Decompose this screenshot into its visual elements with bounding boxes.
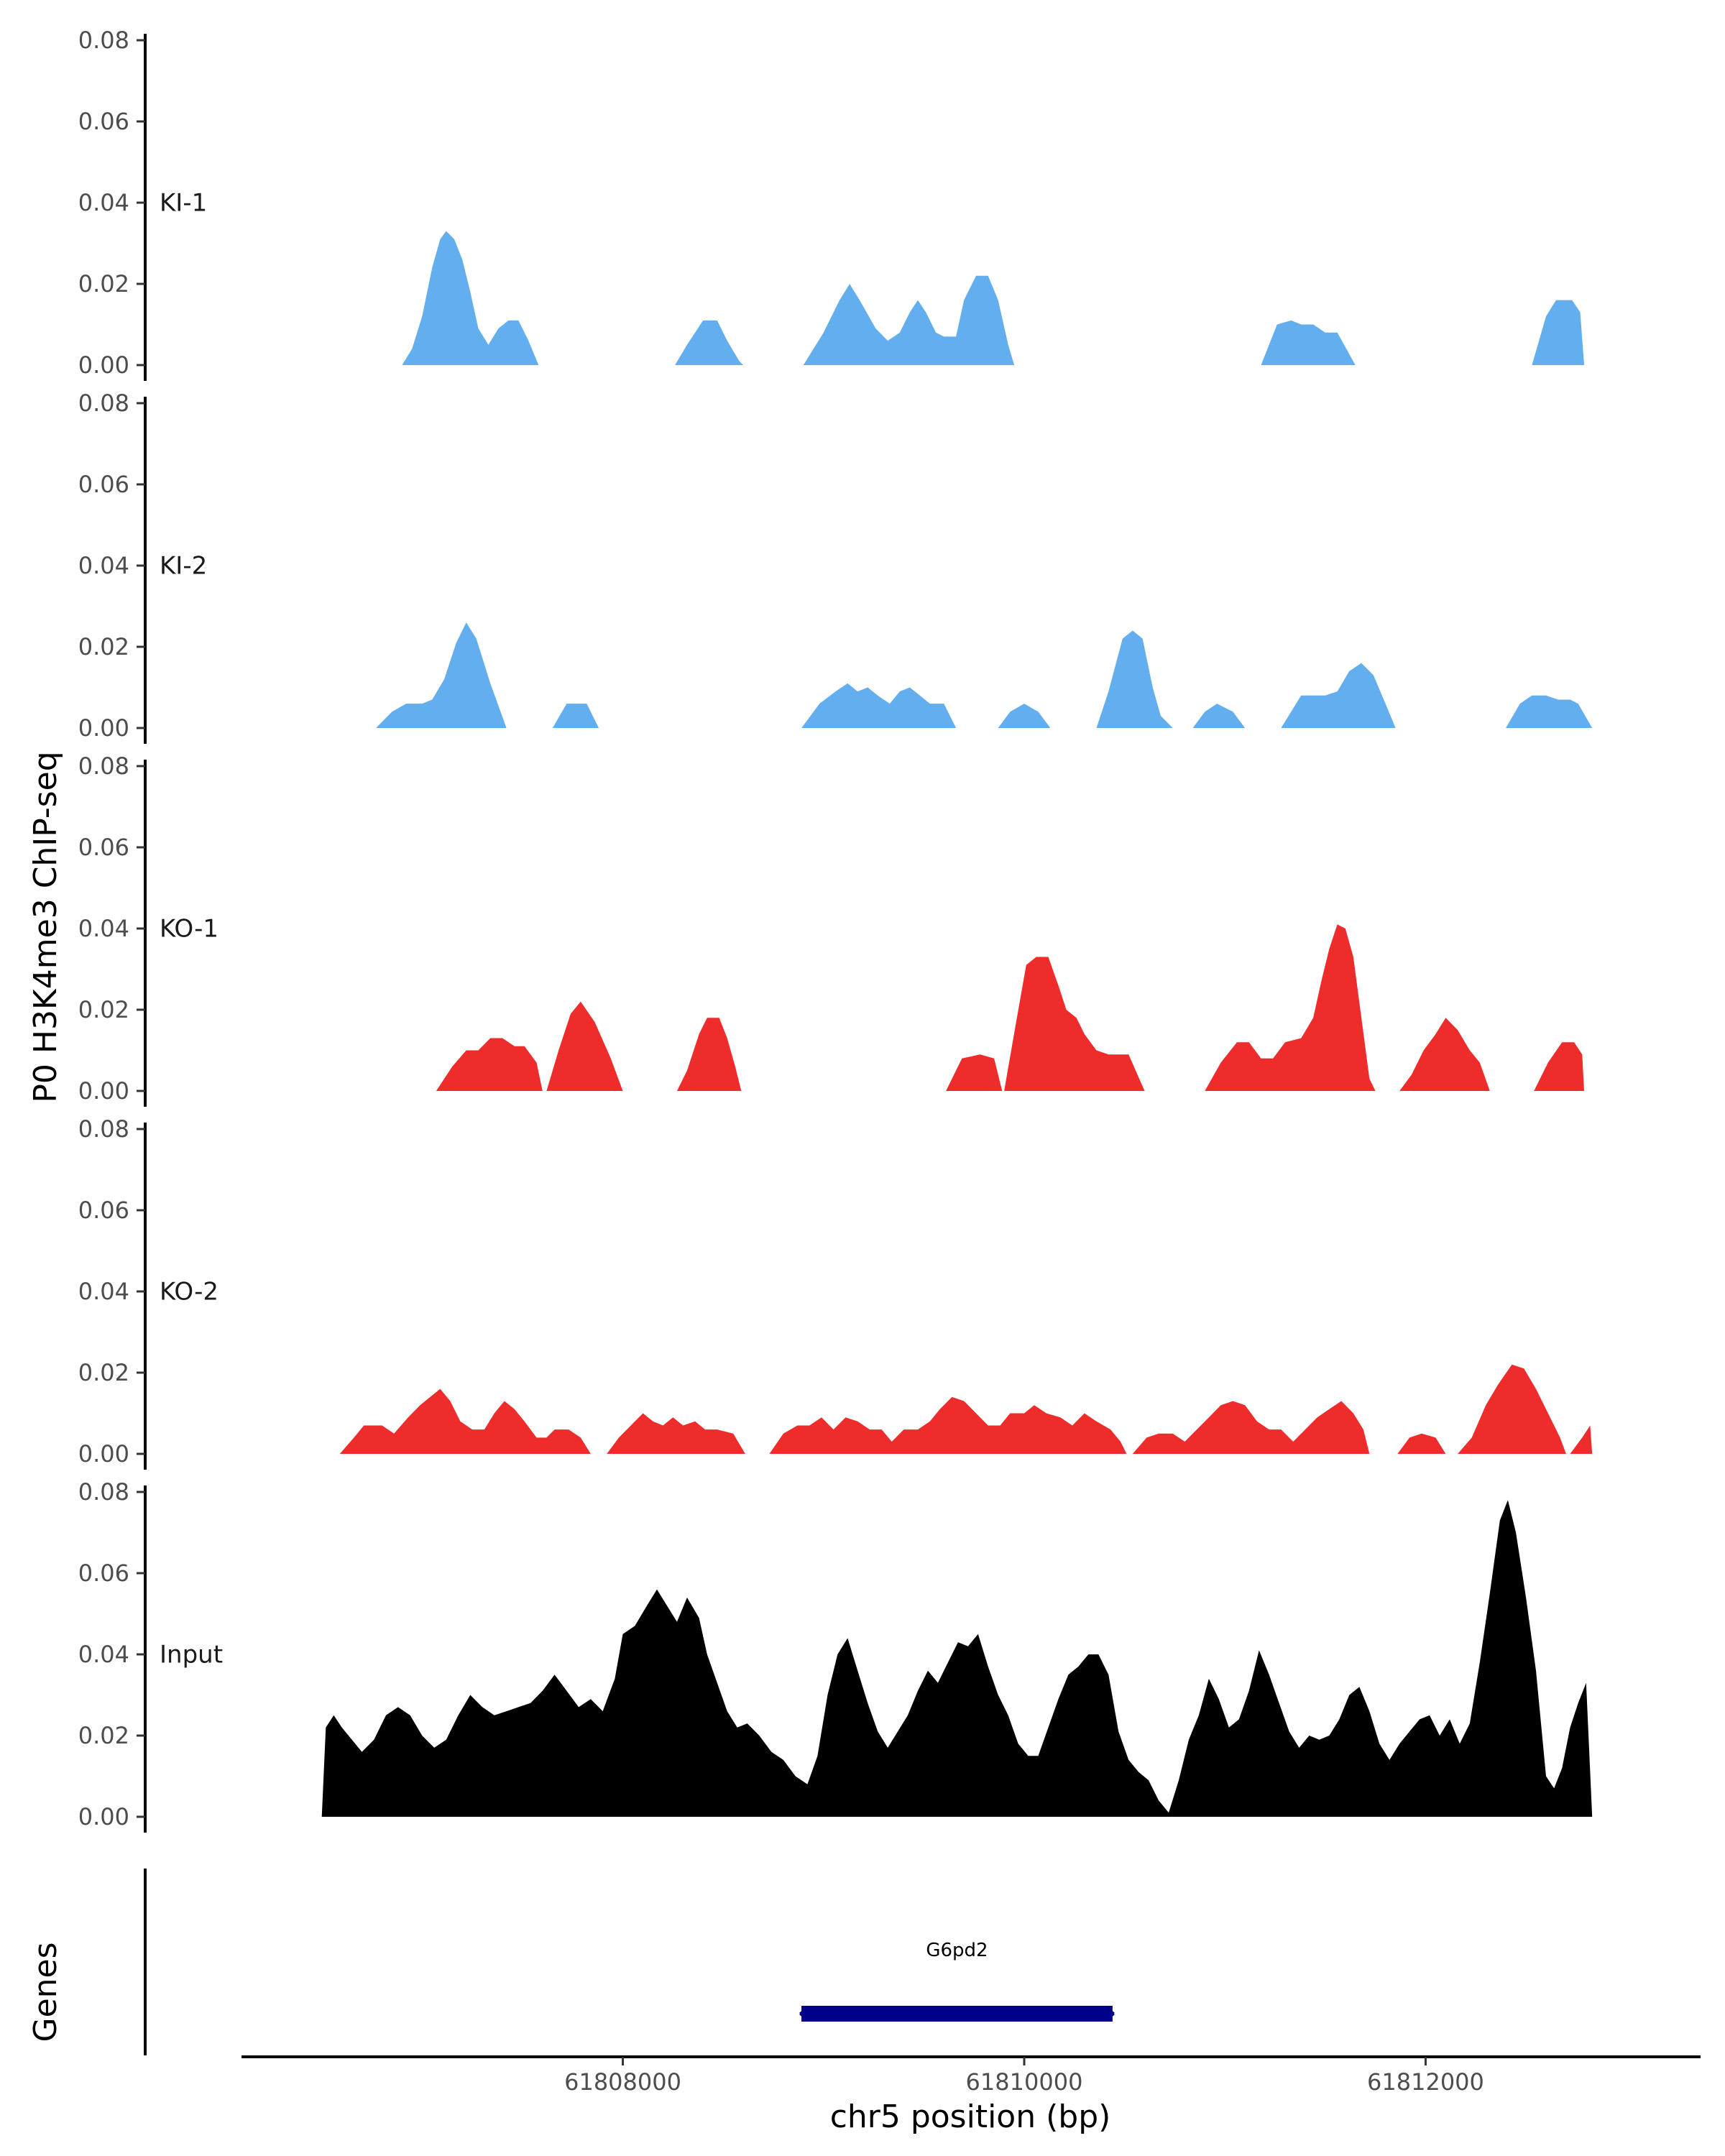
y-tick-label: 0.00 [78, 1440, 129, 1468]
y-tick-label: 0.06 [78, 834, 129, 861]
y-tick-label: 0.06 [78, 471, 129, 498]
track-label: KO-1 [160, 915, 218, 944]
y-tick-label: 0.08 [78, 390, 129, 417]
strand-arrow [799, 2007, 807, 2020]
y-tick-label: 0.00 [78, 351, 129, 379]
y-tick-label: 0.00 [78, 714, 129, 742]
x-tick-label: 61812000 [1367, 2068, 1484, 2096]
signal-area-ko-1 [436, 924, 1584, 1091]
x-tick-label: 61808000 [564, 2068, 681, 2096]
signal-tracks: 0.00 0.02 0.04 0.06 0.08 KI-1 0.00 0.02 0.04 0.06… [78, 27, 1593, 1833]
y-tick-label: 0.08 [78, 752, 129, 780]
gene-label: G6pd2 [926, 1940, 988, 1961]
y-tick-label: 0.06 [78, 1560, 129, 1587]
y-tick-label: 0.04 [78, 1641, 129, 1668]
genes-panel: G6pd2 [144, 1869, 1115, 2055]
y-tick-label: 0.08 [78, 1478, 129, 1506]
y-tick-label: 0.02 [78, 270, 129, 298]
y-tick-label: 0.06 [78, 1197, 129, 1224]
strand-arrow [1107, 2007, 1115, 2020]
y-tick-label: 0.08 [78, 27, 129, 54]
signal-area-ko-2 [339, 1364, 1593, 1454]
y-tick-label: 0.02 [78, 1722, 129, 1749]
signal-area-input [321, 1500, 1593, 1817]
y-tick-label: 0.02 [78, 1359, 129, 1386]
y-tick-label: 0.04 [78, 915, 129, 942]
x-axis-title: chr5 position (bp) [830, 2099, 1111, 2135]
signal-area-ki-2 [376, 622, 1593, 728]
y-tick-label: 0.02 [78, 633, 129, 660]
y-tick-label: 0.04 [78, 189, 129, 216]
track-label: KI-1 [160, 189, 207, 218]
y-tick-label: 0.06 [78, 108, 129, 135]
track-ko-2: 0.00 0.02 0.04 0.06 0.08 KO-2 [78, 1115, 1593, 1470]
track-ki-1: 0.00 0.02 0.04 0.06 0.08 KI-1 [78, 27, 1584, 381]
gene-body [801, 2006, 1113, 2022]
y-tick-label: 0.00 [78, 1803, 129, 1830]
track-input: 0.00 0.02 0.04 0.06 0.08 Input [78, 1478, 1593, 1833]
track-label: KI-2 [160, 552, 207, 581]
y-tick-label: 0.00 [78, 1077, 129, 1105]
track-label: Input [160, 1641, 223, 1669]
track-label: KO-2 [160, 1278, 218, 1307]
gene-g6pd2: G6pd2 [799, 1940, 1115, 2022]
y-tick-label: 0.04 [78, 1278, 129, 1305]
signal-area-ki-1 [402, 231, 1584, 365]
y-axis-title: P0 H3K4me3 ChIP-seq [27, 751, 64, 1102]
y-tick-label: 0.04 [78, 552, 129, 579]
track-ko-1: 0.00 0.02 0.04 0.06 0.08 KO-1 [78, 752, 1584, 1107]
x-axis: 61808000 61810000 61812000 [242, 2055, 1701, 2096]
track-ki-2: 0.00 0.02 0.04 0.06 0.08 KI-2 [78, 390, 1593, 744]
x-tick-label: 61810000 [966, 2068, 1083, 2096]
y-tick-label: 0.02 [78, 996, 129, 1023]
genes-panel-title: Genes [27, 1942, 64, 2042]
y-tick-label: 0.08 [78, 1115, 129, 1143]
